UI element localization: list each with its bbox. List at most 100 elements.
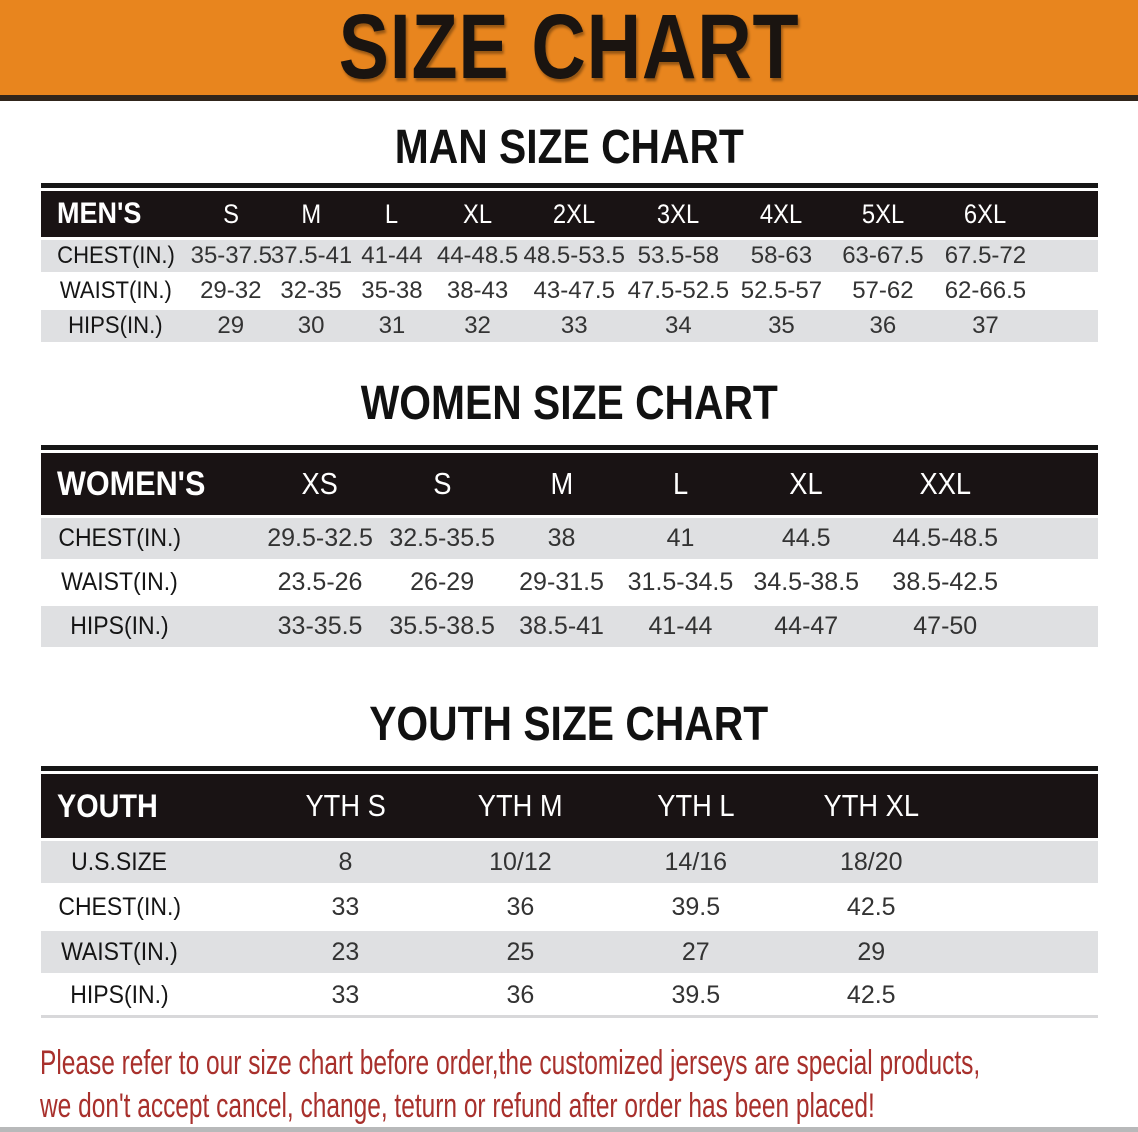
size-column-header: YTH M <box>432 774 609 838</box>
disclaimer-text: Please refer to our size chart before or… <box>0 1042 1138 1128</box>
bottom-divider <box>0 1127 1138 1132</box>
size-value-cell: 39.5 <box>608 976 784 1018</box>
size-column-header: XS <box>258 453 382 515</box>
size-value-cell: 18/20 <box>783 841 959 883</box>
size-value-cell: 36 <box>432 886 609 928</box>
size-column-header: 4XL <box>730 191 833 237</box>
spacer-cell <box>1037 191 1098 237</box>
measurement-row: U.S.SIZE 8 10/12 14/16 18/20 <box>40 841 1098 883</box>
disclaimer-line-2: we don't accept cancel, change, teturn o… <box>40 1087 875 1125</box>
size-value-cell: 35-38 <box>351 275 433 307</box>
spacer-cell <box>1018 606 1098 647</box>
size-column-header: 6XL <box>933 191 1038 237</box>
size-value-cell: 48.5-53.5 <box>522 240 627 272</box>
measurement-row: HIPS(IN.) 33 36 39.5 42.5 <box>40 976 1098 1018</box>
size-value-cell: 35-37.5 <box>190 240 271 272</box>
size-value-cell: 35.5-38.5 <box>381 606 503 647</box>
spacer-cell <box>958 886 1098 928</box>
size-column-header: YTH S <box>258 774 433 838</box>
measurement-row: WAIST(IN.) 29-32 32-35 35-38 38-43 43-47.5 47.… <box>40 275 1098 307</box>
size-value-cell: 35 <box>730 310 833 342</box>
size-header-row: YOUTH YTH S YTH M YTH L YTH XL <box>40 774 1098 838</box>
size-value-cell: 33 <box>522 310 627 342</box>
size-column-header: 2XL <box>522 191 627 237</box>
size-value-cell: 62-66.5 <box>933 275 1038 307</box>
size-column-header: L <box>620 453 741 515</box>
spacer-cell <box>1037 240 1098 272</box>
size-value-cell: 44-47 <box>740 606 873 647</box>
row-label-cell: WAIST(IN.) <box>40 931 259 973</box>
size-column-header: YTH XL <box>783 774 959 838</box>
size-column-header: XL <box>432 191 523 237</box>
measurement-row: CHEST(IN.) 29.5-32.5 32.5-35.5 38 41 44.5 44.5… <box>40 518 1098 559</box>
size-value-cell: 32 <box>432 310 523 342</box>
spacer-cell <box>1037 275 1098 307</box>
table-top-border <box>40 766 1098 771</box>
size-value-cell: 41-44 <box>620 606 741 647</box>
size-column-header: XXL <box>872 453 1019 515</box>
size-value-cell: 36 <box>432 976 609 1018</box>
size-value-cell: 41-44 <box>351 240 433 272</box>
size-value-cell: 31 <box>351 310 433 342</box>
size-header-row: WOMEN'S XS S M L XL XXL <box>40 453 1098 515</box>
size-value-cell: 26-29 <box>381 562 503 603</box>
size-value-cell: 33 <box>258 886 433 928</box>
size-value-cell: 37.5-41 <box>270 240 352 272</box>
size-value-cell: 38 <box>502 518 621 559</box>
size-value-cell: 33 <box>258 976 433 1018</box>
size-value-cell: 29-31.5 <box>502 562 621 603</box>
table-title-cell: YOUTH <box>40 774 259 838</box>
table-title-cell: WOMEN'S <box>40 453 259 515</box>
measurement-row: WAIST(IN.) 23 25 27 29 <box>40 931 1098 973</box>
size-header-row: MEN'S S M L XL 2XL 3XL 4XL 5XL 6XL <box>40 191 1098 237</box>
table-top-border <box>40 445 1098 450</box>
banner-title: SIZE CHART <box>338 0 800 98</box>
table-top-border <box>40 183 1098 188</box>
row-label-cell: CHEST(IN.) <box>40 240 191 272</box>
spacer-cell <box>1018 518 1098 559</box>
measurement-row: WAIST(IN.) 23.5-26 26-29 29-31.5 31.5-34.5 34… <box>40 562 1098 603</box>
size-value-cell: 33-35.5 <box>258 606 382 647</box>
size-value-cell: 29-32 <box>190 275 271 307</box>
size-value-cell: 29.5-32.5 <box>258 518 382 559</box>
row-label-cell: WAIST(IN.) <box>40 562 259 603</box>
women-size-table: WOMEN'S XS S M L XL XXL CHEST(IN.) 29.5-32.5 32.5… <box>40 450 1098 650</box>
youth-size-chart-heading: YOUTH SIZE CHART <box>369 698 769 751</box>
size-column-header: M <box>502 453 621 515</box>
men-size-table: MEN'S S M L XL 2XL 3XL 4XL 5XL 6XL CHEST(IN.) 35-37… <box>40 188 1098 345</box>
size-value-cell: 27 <box>608 931 784 973</box>
row-label-cell: U.S.SIZE <box>40 841 259 883</box>
size-value-cell: 23.5-26 <box>258 562 382 603</box>
size-value-cell: 14/16 <box>608 841 784 883</box>
size-value-cell: 47-50 <box>872 606 1019 647</box>
size-value-cell: 32.5-35.5 <box>381 518 503 559</box>
size-column-header: YTH L <box>608 774 784 838</box>
spacer-cell <box>958 774 1098 838</box>
size-value-cell: 38-43 <box>432 275 523 307</box>
size-value-cell: 44.5 <box>740 518 873 559</box>
spacer-cell <box>958 931 1098 973</box>
size-value-cell: 44-48.5 <box>432 240 523 272</box>
size-column-header: L <box>351 191 433 237</box>
row-label-cell: CHEST(IN.) <box>40 518 259 559</box>
size-value-cell: 57-62 <box>832 275 934 307</box>
size-value-cell: 39.5 <box>608 886 784 928</box>
size-column-header: 5XL <box>832 191 934 237</box>
youth-size-table: YOUTH YTH S YTH M YTH L YTH XL U.S.SIZE 8 10/12… <box>40 771 1098 1021</box>
size-value-cell: 34 <box>626 310 731 342</box>
size-column-header: XL <box>740 453 873 515</box>
size-value-cell: 47.5-52.5 <box>626 275 731 307</box>
size-value-cell: 42.5 <box>783 886 959 928</box>
size-value-cell: 38.5-41 <box>502 606 621 647</box>
row-label-cell: HIPS(IN.) <box>40 310 191 342</box>
size-value-cell: 67.5-72 <box>933 240 1038 272</box>
spacer-cell <box>1018 562 1098 603</box>
size-value-cell: 23 <box>258 931 433 973</box>
size-column-header: S <box>190 191 271 237</box>
size-value-cell: 29 <box>190 310 271 342</box>
size-value-cell: 32-35 <box>270 275 352 307</box>
spacer-cell <box>958 976 1098 1018</box>
size-chart-banner: SIZE CHART <box>0 0 1138 101</box>
size-value-cell: 58-63 <box>730 240 833 272</box>
size-column-header: M <box>270 191 352 237</box>
